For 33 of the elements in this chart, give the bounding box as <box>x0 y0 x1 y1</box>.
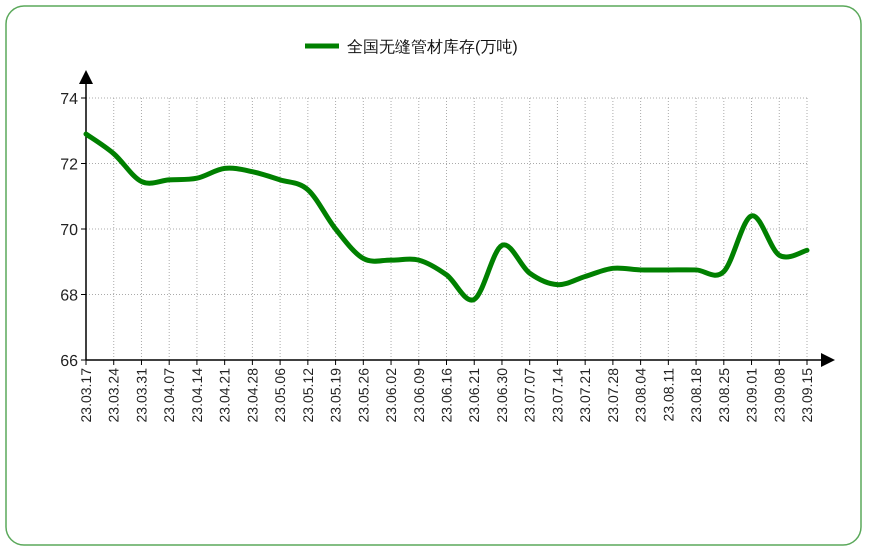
x-tick-label: 23.06.09 <box>410 368 427 422</box>
x-tick-label: 23.08.25 <box>716 368 732 422</box>
x-tick-label: 23.05.19 <box>328 368 344 422</box>
x-tick-label: 23.07.28 <box>604 368 621 422</box>
x-tick-label: 23.09.08 <box>771 368 788 422</box>
x-tick-label: 23.03.17 <box>78 368 94 422</box>
x-tick-label: 23.07.21 <box>577 368 594 422</box>
y-tick-label: 72 <box>60 156 78 174</box>
legend-label: 全国无缝管材库存(万吨) <box>347 38 518 56</box>
x-tick-label: 23.06.02 <box>383 368 400 422</box>
x-tick-label: 23.09.15 <box>799 368 815 422</box>
x-tick-label: 23.06.16 <box>438 368 454 422</box>
y-tick-label: 70 <box>60 222 78 239</box>
x-tick-label: 23.06.30 <box>494 368 510 422</box>
x-tick-label: 23.05.26 <box>355 368 372 422</box>
x-tick-label: 23.08.11 <box>660 368 676 422</box>
x-tick-label: 23.08.18 <box>688 368 704 422</box>
y-tick-label: 74 <box>60 91 78 108</box>
x-tick-label: 23.05.12 <box>300 368 316 422</box>
x-tick-label: 23.04.21 <box>216 368 233 422</box>
x-tick-label: 23.03.31 <box>133 368 150 422</box>
x-tick-label: 23.09.01 <box>744 368 760 422</box>
x-tick-label: 23.08.04 <box>632 368 649 422</box>
y-tick-label: 68 <box>60 288 78 304</box>
y-tick-label: 66 <box>60 353 78 370</box>
x-tick-label: 23.04.14 <box>188 368 205 422</box>
x-tick-label: 23.05.06 <box>272 368 288 422</box>
x-tick-label: 23.07.14 <box>549 368 566 422</box>
x-tick-label: 23.07.07 <box>522 368 538 422</box>
x-tick-label: 23.06.21 <box>466 368 482 422</box>
x-tick-label: 23.04.28 <box>244 368 260 422</box>
x-tick-label: 23.03.24 <box>106 368 122 422</box>
x-tick-label: 23.04.07 <box>161 368 178 422</box>
